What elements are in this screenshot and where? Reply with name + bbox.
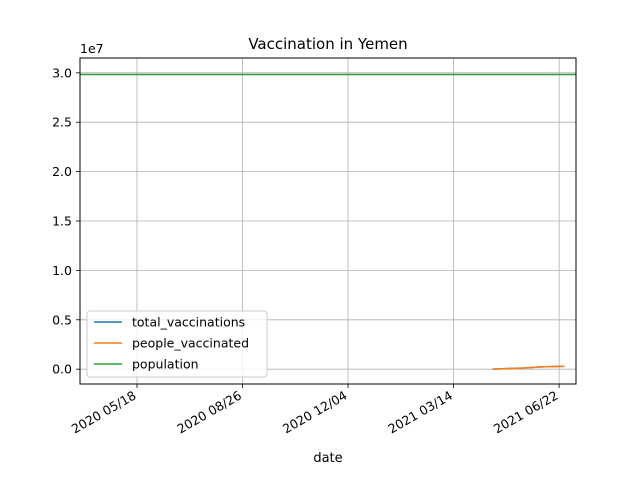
legend-label-total-vaccinations: total_vaccinations [132,315,245,330]
legend-label-population: population [132,357,199,372]
chart-title: Vaccination in Yemen [248,35,407,53]
legend-box [86,310,268,378]
legend-label-people-vaccinated: people_vaccinated [132,336,249,351]
y-offset-label: 1e7 [80,41,104,56]
y-tick-label: 2.0 [52,164,72,179]
y-tick-label: 2.5 [52,115,72,130]
series-line-people-vaccinated [492,365,565,370]
grid-lines [80,58,576,384]
y-tick-label: 0.5 [52,312,72,327]
x-axis-label: date [313,451,342,466]
y-tick-label: 1.0 [52,263,72,278]
legend: total_vaccinations people_vaccinatedpopul… [86,310,268,378]
y-tick-label: 1.5 [52,214,72,229]
y-tick-label: 0.0 [52,362,72,377]
y-tick-label: 3.0 [52,65,72,80]
series-lines [80,73,576,370]
